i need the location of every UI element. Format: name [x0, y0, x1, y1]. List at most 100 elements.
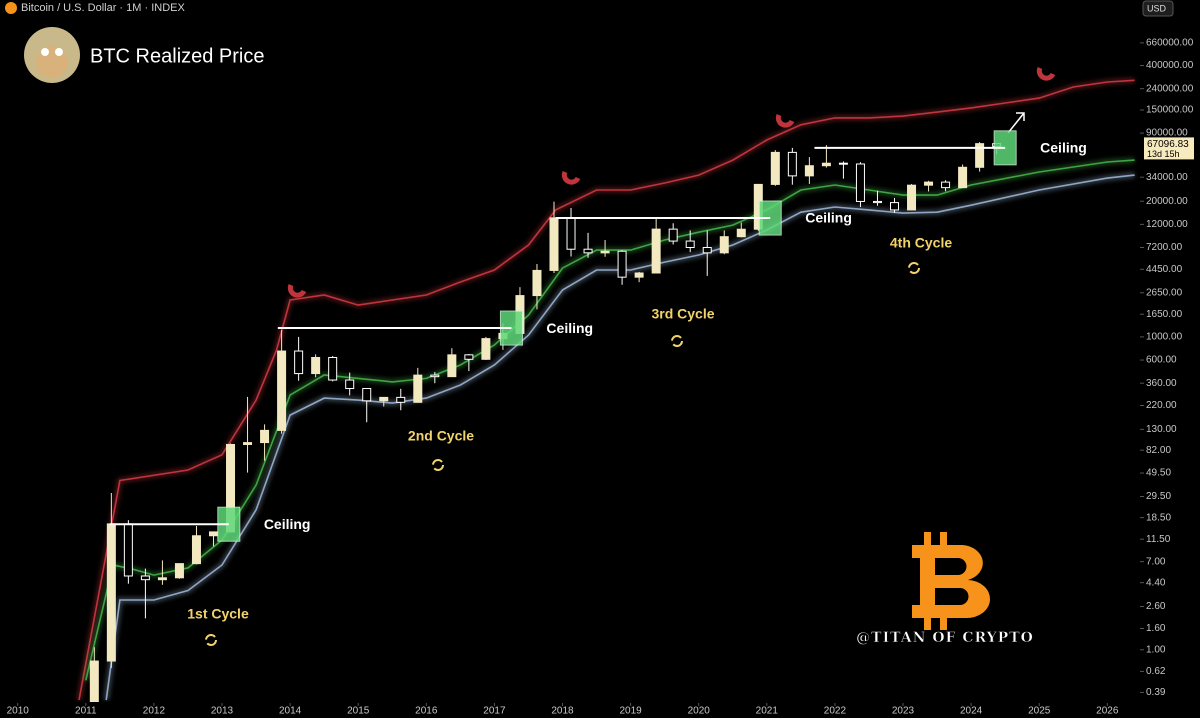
- x-tick-label: 2010: [7, 706, 30, 717]
- currency-button[interactable]: [1142, 0, 1174, 17]
- band: [105, 174, 1135, 701]
- candle-body: [821, 162, 831, 167]
- y-tick-label: 240000.00: [1146, 83, 1194, 94]
- candle-body: [311, 356, 321, 375]
- y-tick-label: 20000.00: [1146, 196, 1188, 207]
- candle-body: [668, 228, 678, 242]
- x-tick-label: 2026: [1096, 706, 1119, 717]
- cycle-label: 3rd Cycle: [651, 306, 714, 322]
- candle-body: [855, 163, 865, 202]
- y-tick-label: 7200.00: [1146, 242, 1183, 253]
- candle-body: [447, 354, 457, 378]
- candle-body: [838, 162, 848, 165]
- symbol-header: Bitcoin / U.S. Dollar · 1M · INDEX: [21, 2, 185, 14]
- y-tick-label: 360.00: [1146, 378, 1177, 389]
- symbol-icon: [5, 2, 17, 14]
- price-label-box: [1144, 137, 1194, 160]
- x-tick-label: 2011: [75, 706, 97, 717]
- ceiling-label: Ceiling: [546, 320, 593, 336]
- candle-body: [889, 202, 899, 211]
- arrow: [1007, 112, 1025, 134]
- ceiling-label: Ceiling: [805, 210, 852, 226]
- y-tick-label: 600.00: [1146, 355, 1177, 366]
- y-tick-label: 12000.00: [1146, 219, 1188, 230]
- x-tick-label: 2013: [211, 706, 234, 717]
- x-tick-label: 2025: [1028, 706, 1051, 717]
- x-tick-label: 2023: [892, 706, 915, 717]
- y-tick-label: 1000.00: [1146, 332, 1183, 343]
- price-label: 67096.83: [1147, 139, 1189, 150]
- y-tick-label: 29.50: [1146, 491, 1171, 502]
- y-tick-label: 150000.00: [1146, 105, 1194, 116]
- y-tick-label: 1.00: [1146, 644, 1166, 655]
- candle-body: [362, 388, 372, 402]
- candle-body: [157, 577, 167, 581]
- y-tick-label: 1650.00: [1146, 309, 1183, 320]
- candle-body: [685, 240, 695, 248]
- candle-body: [208, 531, 218, 537]
- magnet-icons: [287, 66, 1056, 298]
- plot: [76, 77, 1135, 702]
- candle-body: [583, 248, 593, 254]
- candle-body: [958, 166, 968, 189]
- y-tick-label: 90000.00: [1146, 128, 1188, 139]
- x-tick-label: 2014: [279, 706, 302, 717]
- candle-body: [787, 151, 797, 177]
- candle-body: [532, 269, 542, 297]
- currency[interactable]: USD: [1147, 3, 1167, 13]
- countdown: 13d 15h: [1147, 149, 1180, 159]
- candle-body: [872, 200, 882, 204]
- y-tick-label: 49.50: [1146, 468, 1171, 479]
- candle-body: [106, 523, 116, 662]
- candle-body: [702, 246, 712, 254]
- cycle-label: 1st Cycle: [187, 606, 249, 622]
- x-tick-label: 2018: [551, 706, 574, 717]
- candle-body: [140, 575, 150, 581]
- candle-body: [123, 523, 133, 577]
- watermark: @TITAN OF CRYPTO: [856, 630, 1034, 646]
- y-tick-label: 11.50: [1146, 534, 1171, 545]
- candle-body: [396, 396, 406, 403]
- candle-body: [941, 181, 951, 189]
- candle-body: [907, 184, 917, 211]
- candle-body: [719, 236, 729, 254]
- y-tick-label: 0.62: [1146, 666, 1166, 677]
- candle-body: [413, 374, 423, 403]
- y-tick-label: 34000.00: [1146, 172, 1188, 183]
- candle-body: [634, 272, 644, 278]
- candle-body: [736, 228, 746, 238]
- y-tick-label: 130.00: [1146, 424, 1177, 435]
- candle-body: [549, 217, 559, 271]
- x-tick-label: 2022: [824, 706, 847, 717]
- x-tick-label: 2024: [960, 706, 983, 717]
- candle-body: [243, 442, 253, 445]
- chart-title: BTC Realized Price: [90, 45, 265, 67]
- candle-body: [191, 535, 201, 565]
- y-tick-label: 18.50: [1146, 512, 1171, 523]
- candle-body: [345, 379, 355, 390]
- ceiling-label: Ceiling: [1040, 140, 1087, 156]
- y-tick-label: 1.60: [1146, 623, 1166, 634]
- y-tick-label: 2650.00: [1146, 287, 1183, 298]
- candle-body: [464, 354, 474, 360]
- candle-body: [975, 143, 985, 168]
- cycle-icons: [205, 262, 920, 646]
- bitcoin-logo: [912, 532, 991, 630]
- candle-body: [566, 217, 576, 250]
- y-tick-label: 4450.00: [1146, 264, 1183, 275]
- x-tick-label: 2017: [483, 706, 506, 717]
- candle-body: [617, 250, 627, 278]
- annotations: 1st Cycle 2nd Cycle 3rd Cycle 4th Cycle …: [187, 66, 1056, 646]
- cycle-label: 4th Cycle: [890, 235, 952, 251]
- x-tick-label: 2015: [347, 706, 370, 717]
- candle-body: [481, 338, 491, 360]
- cycle-label: 2nd Cycle: [408, 428, 474, 444]
- band: [78, 79, 1135, 701]
- candle-body: [770, 151, 780, 185]
- x-tick-label: 2020: [688, 706, 711, 717]
- y-tick-label: 660000.00: [1146, 37, 1194, 48]
- x-tick-label: 2016: [415, 706, 438, 717]
- x-tick-label: 2012: [143, 706, 166, 717]
- y-tick-label: 220.00: [1146, 400, 1177, 411]
